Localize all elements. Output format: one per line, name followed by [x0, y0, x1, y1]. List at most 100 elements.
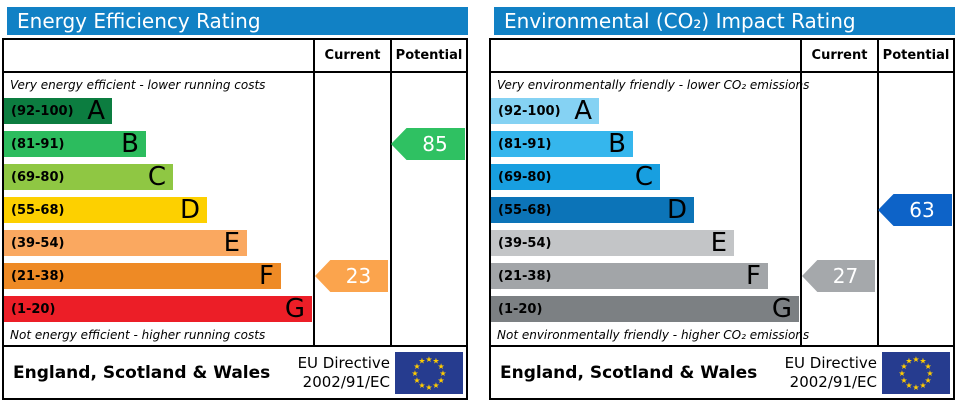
band-range-label: (1-20) — [498, 301, 543, 317]
rating-band-c: (69-80) C — [4, 164, 173, 190]
band-letter: D — [666, 195, 687, 225]
svg-text:★: ★ — [413, 375, 420, 384]
rating-band-g: (1-20) G — [491, 296, 799, 322]
potential-column-header: Potential — [395, 48, 463, 63]
band-letter: C — [147, 162, 166, 192]
band-range-label: (39-54) — [498, 235, 552, 251]
rating-band-e: (39-54) E — [4, 230, 247, 256]
rating-band-e: (39-54) E — [491, 230, 734, 256]
band-letter: G — [771, 294, 792, 324]
svg-text:★: ★ — [432, 380, 439, 389]
column-divider — [313, 40, 315, 345]
band-range-label: (92-100) — [11, 103, 74, 119]
svg-text:★: ★ — [900, 375, 907, 384]
eu-flag-icon: ★ ★★★★★★★★★★★ — [882, 351, 950, 394]
column-header-row: Current Potential — [4, 40, 466, 73]
current-rating-arrow: 27 — [802, 260, 875, 292]
potential-rating-value: 85 — [422, 132, 448, 156]
energy-rating-chart: Current Potential Very energy efficient … — [2, 38, 468, 400]
bottom-note: Not energy efficient - higher running co… — [10, 328, 266, 342]
column-divider — [800, 40, 802, 345]
svg-text:★: ★ — [925, 361, 932, 370]
eu-directive-label: EU Directive 2002/91/EC — [785, 347, 877, 398]
band-letter: E — [223, 228, 240, 258]
band-range-label: (21-38) — [498, 268, 552, 284]
band-range-label: (1-20) — [11, 301, 56, 317]
eu-flag-icon: ★ ★★★★★★★★★★★ — [395, 351, 463, 394]
rating-band-b: (81-91) B — [4, 131, 146, 157]
band-range-label: (81-91) — [11, 136, 65, 152]
band-letter: B — [608, 129, 626, 159]
band-range-label: (81-91) — [498, 136, 552, 152]
co2-panel-title: Environmental (CO₂) Impact Rating — [494, 7, 955, 35]
svg-text:★: ★ — [900, 361, 907, 370]
energy-efficiency-panel: Energy Efficiency Rating Current Potenti… — [2, 0, 468, 404]
svg-text:★: ★ — [425, 354, 432, 363]
band-range-label: (55-68) — [11, 202, 65, 218]
svg-text:★: ★ — [413, 361, 420, 370]
svg-text:★: ★ — [411, 368, 418, 377]
svg-text:★: ★ — [912, 354, 919, 363]
svg-text:★: ★ — [439, 368, 446, 377]
rating-band-f: (21-38) F — [491, 263, 768, 289]
svg-text:★: ★ — [926, 368, 933, 377]
co2-rating-chart: Current Potential Very environmentally f… — [489, 38, 955, 400]
chart-footer: England, Scotland & Wales EU Directive 2… — [491, 345, 953, 398]
band-range-label: (69-80) — [498, 169, 552, 185]
region-label: England, Scotland & Wales — [13, 362, 271, 383]
potential-rating-value: 63 — [909, 198, 935, 222]
svg-text:★: ★ — [912, 382, 919, 391]
svg-text:★: ★ — [418, 380, 425, 389]
svg-text:★: ★ — [919, 380, 926, 389]
svg-text:★: ★ — [432, 356, 439, 365]
band-letter: D — [179, 195, 200, 225]
current-column-header: Current — [811, 48, 868, 63]
column-header-row: Current Potential — [491, 40, 953, 73]
band-range-label: (69-80) — [11, 169, 65, 185]
potential-rating-arrow: 85 — [391, 128, 465, 160]
svg-text:★: ★ — [925, 375, 932, 384]
band-range-label: (92-100) — [498, 103, 561, 119]
top-note: Very environmentally friendly - lower CO… — [497, 78, 810, 92]
band-letter: E — [710, 228, 727, 258]
chart-footer: England, Scotland & Wales EU Directive 2… — [4, 345, 466, 398]
region-label: England, Scotland & Wales — [500, 362, 758, 383]
svg-text:★: ★ — [898, 368, 905, 377]
rating-band-d: (55-68) D — [491, 197, 694, 223]
rating-band-d: (55-68) D — [4, 197, 207, 223]
rating-band-a: (92-100) A — [491, 98, 599, 124]
eu-directive-line1: EU Directive — [297, 353, 390, 372]
band-letter: A — [574, 96, 592, 126]
column-divider — [877, 40, 879, 345]
band-letter: F — [746, 261, 761, 291]
band-range-label: (55-68) — [498, 202, 552, 218]
svg-text:★: ★ — [919, 356, 926, 365]
band-letter: C — [634, 162, 653, 192]
rating-band-f: (21-38) F — [4, 263, 281, 289]
current-rating-arrow: 23 — [315, 260, 388, 292]
svg-text:★: ★ — [905, 380, 912, 389]
eu-directive-label: EU Directive 2002/91/EC — [298, 347, 390, 398]
band-letter: A — [87, 96, 105, 126]
top-note: Very energy efficient - lower running co… — [10, 78, 266, 92]
eu-directive-line1: EU Directive — [784, 353, 877, 372]
current-rating-value: 27 — [832, 264, 859, 288]
rating-band-a: (92-100) A — [4, 98, 112, 124]
band-range-label: (39-54) — [11, 235, 65, 251]
band-range-label: (21-38) — [11, 268, 65, 284]
energy-panel-title: Energy Efficiency Rating — [7, 7, 468, 35]
eu-directive-line2: 2002/91/EC — [302, 372, 390, 391]
svg-text:★: ★ — [438, 361, 445, 370]
band-letter: B — [121, 129, 139, 159]
rating-band-g: (1-20) G — [4, 296, 312, 322]
band-letter: G — [284, 294, 305, 324]
bottom-note: Not environmentally friendly - higher CO… — [497, 328, 810, 342]
rating-band-b: (81-91) B — [491, 131, 633, 157]
potential-column-header: Potential — [882, 48, 950, 63]
current-column-header: Current — [324, 48, 381, 63]
current-rating-value: 23 — [345, 264, 372, 288]
co2-impact-panel: Environmental (CO₂) Impact Rating Curren… — [489, 0, 955, 404]
rating-band-c: (69-80) C — [491, 164, 660, 190]
svg-text:★: ★ — [418, 356, 425, 365]
